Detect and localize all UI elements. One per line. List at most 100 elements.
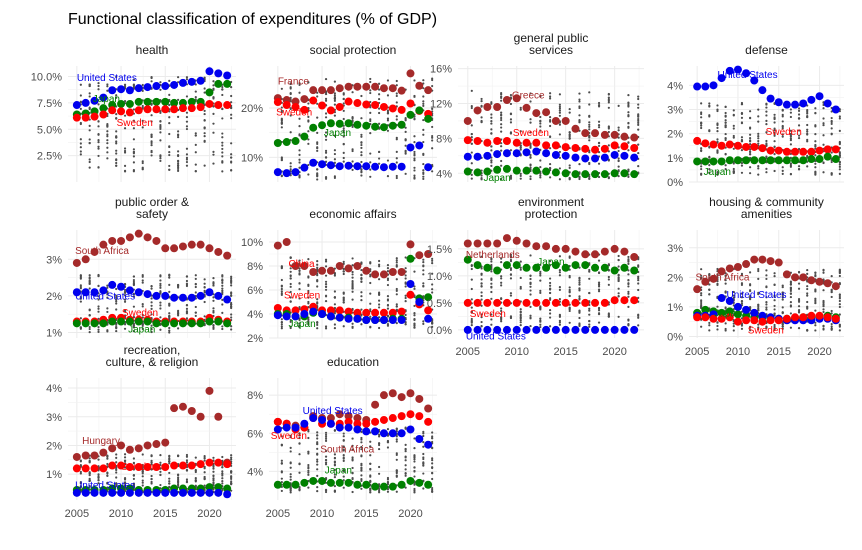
background-point bbox=[97, 140, 100, 144]
background-point bbox=[700, 294, 703, 297]
data-point bbox=[196, 460, 205, 469]
background-point bbox=[422, 140, 425, 144]
background-point bbox=[132, 108, 135, 111]
data-point bbox=[371, 417, 380, 426]
background-point bbox=[221, 281, 224, 284]
background-point bbox=[212, 311, 215, 314]
data-point bbox=[161, 438, 170, 447]
background-point bbox=[838, 163, 841, 166]
background-point bbox=[822, 171, 825, 174]
background-point bbox=[519, 106, 522, 109]
background-point bbox=[212, 327, 215, 330]
background-point bbox=[404, 118, 407, 121]
data-point bbox=[143, 317, 152, 326]
background-point bbox=[797, 305, 801, 308]
data-point bbox=[178, 488, 187, 497]
background-point bbox=[115, 471, 118, 474]
data-point bbox=[187, 293, 196, 302]
background-point bbox=[539, 165, 542, 169]
background-point bbox=[740, 162, 744, 165]
background-point bbox=[627, 292, 630, 295]
background-point bbox=[822, 289, 825, 292]
background-point bbox=[480, 178, 483, 181]
background-point bbox=[395, 490, 398, 493]
background-point bbox=[159, 88, 162, 91]
background-point bbox=[177, 162, 180, 165]
background-point bbox=[724, 322, 727, 325]
panel-title: environment bbox=[518, 195, 585, 209]
background-point bbox=[539, 120, 542, 123]
background-point bbox=[123, 298, 127, 301]
background-point bbox=[378, 433, 381, 436]
background-point bbox=[106, 157, 109, 160]
data-point bbox=[542, 108, 551, 117]
data-point bbox=[750, 142, 759, 151]
background-point bbox=[351, 459, 354, 462]
y-tick-label: 4% bbox=[46, 383, 62, 395]
background-point bbox=[413, 135, 416, 138]
background-point bbox=[168, 329, 171, 332]
background-point bbox=[168, 482, 171, 485]
data-point bbox=[205, 288, 214, 297]
background-point bbox=[395, 157, 398, 160]
background-point bbox=[230, 456, 233, 459]
data-point bbox=[282, 238, 291, 246]
panel-title: culture, & religion bbox=[106, 355, 199, 369]
background-point bbox=[369, 132, 372, 135]
background-point bbox=[431, 125, 434, 129]
data-point bbox=[223, 101, 232, 110]
data-point bbox=[90, 451, 99, 460]
background-point bbox=[597, 290, 601, 293]
background-point bbox=[539, 95, 542, 98]
background-point bbox=[298, 133, 301, 136]
data-point bbox=[630, 143, 639, 152]
data-point bbox=[81, 319, 90, 328]
background-point bbox=[549, 124, 552, 128]
background-point bbox=[307, 436, 310, 440]
background-point bbox=[732, 290, 735, 294]
background-point bbox=[822, 299, 825, 303]
background-point bbox=[177, 169, 180, 172]
background-point bbox=[422, 456, 425, 459]
background-point bbox=[637, 151, 640, 155]
data-point bbox=[815, 92, 824, 101]
background-point bbox=[431, 262, 434, 265]
background-point bbox=[185, 459, 189, 462]
background-point bbox=[351, 148, 354, 151]
data-point bbox=[424, 114, 433, 123]
background-point bbox=[789, 312, 792, 315]
background-point bbox=[141, 279, 144, 282]
background-point bbox=[159, 127, 162, 131]
background-point bbox=[500, 320, 503, 323]
background-point bbox=[431, 288, 434, 291]
background-point bbox=[830, 309, 833, 313]
data-point bbox=[742, 260, 751, 269]
background-point bbox=[168, 150, 171, 154]
background-point bbox=[115, 468, 118, 472]
data-point bbox=[178, 402, 187, 411]
series-label: Greece bbox=[512, 90, 545, 101]
background-point bbox=[185, 115, 189, 119]
y-tick-label: 8% bbox=[247, 261, 263, 273]
background-point bbox=[797, 271, 801, 274]
data-point bbox=[300, 132, 309, 141]
data-point bbox=[335, 84, 344, 93]
background-point bbox=[351, 490, 354, 494]
background-point bbox=[617, 254, 620, 258]
data-point bbox=[335, 162, 344, 171]
background-point bbox=[168, 304, 171, 307]
background-point bbox=[789, 295, 792, 299]
background-point bbox=[781, 306, 784, 309]
background-point bbox=[316, 102, 319, 105]
background-point bbox=[79, 142, 82, 145]
background-point bbox=[307, 320, 310, 323]
background-point bbox=[422, 441, 425, 444]
background-point bbox=[212, 153, 215, 156]
data-point bbox=[630, 170, 639, 179]
background-point bbox=[838, 129, 841, 132]
background-point bbox=[781, 172, 784, 175]
data-point bbox=[214, 291, 223, 300]
data-point bbox=[72, 488, 81, 497]
background-point bbox=[221, 88, 224, 91]
series-label: Sweden bbox=[117, 118, 153, 129]
